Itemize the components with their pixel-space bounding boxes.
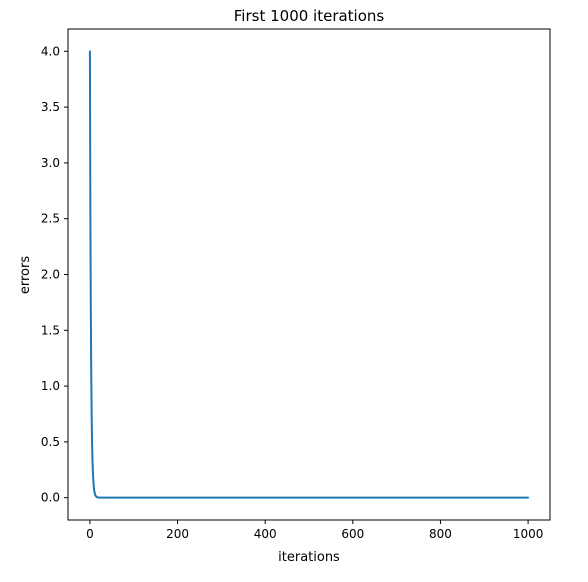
chart-title: First 1000 iterations [234, 7, 385, 25]
x-tick-label: 1000 [513, 527, 544, 541]
y-tick-label: 2.5 [41, 212, 60, 226]
x-axis-label: iterations [278, 550, 340, 565]
x-tick-label: 200 [166, 527, 189, 541]
y-tick-label: 1.5 [41, 323, 60, 337]
series-layer [88, 50, 530, 499]
x-axis: 0 200 400 600 800 1000 [86, 520, 543, 541]
x-tick-label: 400 [254, 527, 277, 541]
x-tick-label: 0 [86, 527, 94, 541]
y-tick-label: 0.5 [41, 435, 60, 449]
y-axis: 0.0 0.5 1.0 1.5 2.0 2.5 3.0 3.5 4.0 [41, 44, 68, 505]
y-tick-label: 3.5 [41, 100, 60, 114]
y-axis-label: errors [18, 256, 33, 294]
y-tick-label: 4.0 [41, 44, 60, 58]
y-tick-label: 2.0 [41, 268, 60, 282]
y-tick-label: 1.0 [41, 379, 60, 393]
series-line-errors [88, 50, 530, 499]
plot-frame [67, 28, 551, 521]
y-tick-label: 0.0 [41, 491, 60, 505]
x-tick-label: 800 [429, 527, 452, 541]
y-tick-label: 3.0 [41, 156, 60, 170]
x-tick-label: 600 [341, 527, 364, 541]
